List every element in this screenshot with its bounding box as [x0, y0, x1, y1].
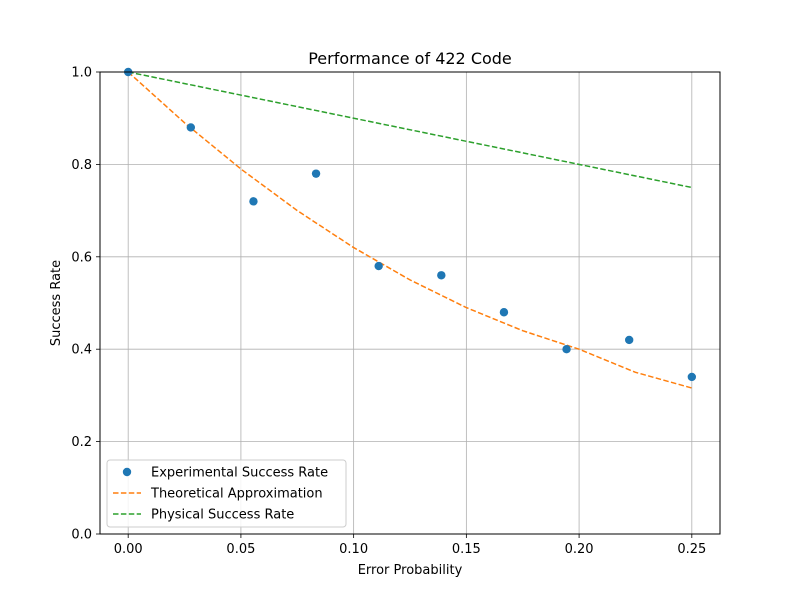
x-tick-label: 0.05	[226, 542, 255, 557]
data-point	[562, 345, 571, 354]
legend-label: Experimental Success Rate	[151, 466, 328, 481]
plot-series	[123, 67, 697, 389]
data-point	[499, 308, 509, 317]
data-point	[186, 123, 196, 132]
x-tick-label: 0.20	[565, 542, 594, 557]
series-line	[128, 71, 692, 189]
y-tick-label: 0.8	[71, 158, 92, 173]
x-tick-label: 0.15	[452, 542, 481, 557]
plot-frame	[99, 71, 721, 535]
y-tick-label: 1.0	[71, 66, 92, 81]
legend-label: Physical Success Rate	[151, 508, 294, 523]
data-point	[437, 271, 446, 280]
x-tick-label: 0.25	[677, 542, 706, 557]
legend-marker	[122, 467, 132, 477]
legend: Experimental Success Rate Theoretical App…	[106, 459, 347, 528]
y-tick-label: 0.2	[71, 435, 92, 450]
y-tick-label: 0.6	[71, 250, 92, 265]
data-point	[311, 169, 321, 178]
grid	[100, 71, 720, 535]
ticks: 0.00 0.05 0.10 0.15 0.20 0.25 0.0 0.2 0.4 0.6 0.8 1…	[71, 66, 706, 558]
data-point	[374, 261, 383, 271]
chart-title: Performance of 422 Code	[308, 49, 512, 68]
data-point	[249, 197, 258, 206]
y-axis-label: Success Rate	[49, 260, 64, 346]
x-tick-label: 0.10	[339, 542, 368, 557]
x-axis-label: Error Probability	[358, 563, 463, 578]
x-tick-label: 0.00	[114, 542, 143, 557]
y-tick-label: 0.4	[71, 343, 92, 358]
series-line	[127, 71, 693, 389]
data-point	[687, 372, 697, 382]
y-tick-label: 0.0	[71, 528, 92, 543]
legend-box	[106, 459, 347, 528]
data-point	[624, 335, 634, 345]
legend-label: Theoretical Approximation	[150, 487, 323, 502]
